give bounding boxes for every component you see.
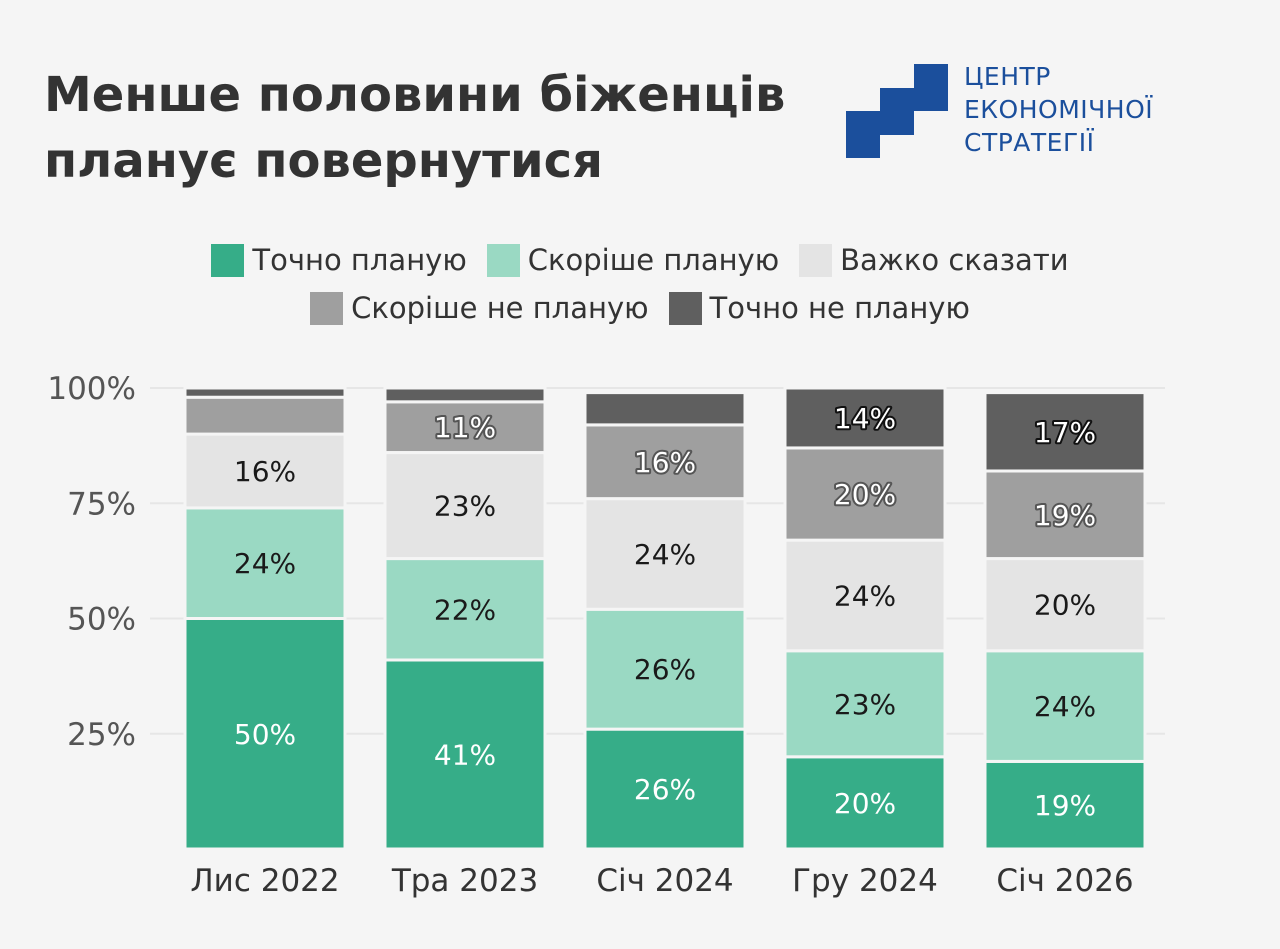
legend-row-2: Скоріше не планую Точно не планую [100, 284, 1180, 332]
bar-segment [183, 506, 347, 620]
bar-segment [183, 432, 347, 510]
bar-segment [983, 649, 1147, 763]
bar-segment [983, 557, 1147, 653]
legend-swatch [799, 243, 833, 277]
data-label: 23% [834, 688, 896, 721]
data-label: 20% [1034, 589, 1096, 622]
bar-segment [783, 386, 947, 450]
legend-swatch [486, 243, 520, 277]
data-label: 26% [634, 773, 696, 806]
legend-swatch [310, 291, 344, 325]
data-label: 26% [634, 653, 696, 686]
data-label: 16% [634, 446, 696, 479]
bar-segment [983, 391, 1147, 473]
legend-label: Важко сказати [840, 243, 1069, 277]
bar-segment [983, 759, 1147, 851]
data-label: 24% [234, 547, 296, 580]
y-tick-label: 75% [67, 486, 136, 522]
bar-segment [383, 386, 547, 404]
data-label: 17% [1034, 416, 1096, 449]
bar-segment [783, 538, 947, 653]
chart-title-line-2: планує повернутися [44, 133, 603, 189]
bar-segment [983, 469, 1147, 561]
data-label: 16% [234, 455, 296, 488]
x-category-label: Тра 2023 [391, 863, 538, 899]
data-label: 19% [1034, 499, 1096, 532]
bar-segment [183, 395, 347, 436]
data-label: 11% [434, 411, 496, 444]
legend-swatch [211, 243, 245, 277]
logo-block-1 [846, 111, 880, 158]
bar-segment [583, 391, 747, 427]
y-tick-label: 25% [67, 717, 136, 753]
chart-title: Менше половини біженців планує повернути… [44, 62, 824, 194]
bar-segment [183, 617, 347, 851]
bar-segment [583, 497, 747, 611]
bar-segment [183, 386, 347, 399]
data-label: 20% [834, 787, 896, 820]
logo-text-line-3: СТРАТЕГІЇ [964, 128, 1095, 157]
bar-segment [383, 400, 547, 455]
legend-label: Точно планую [252, 243, 467, 277]
legend-item-definitely-plan: Точно планую [211, 243, 467, 277]
legend: Точно планую Скоріше планую Важко сказат… [100, 236, 1180, 332]
data-label: 24% [1034, 690, 1096, 723]
bar-segment [383, 658, 547, 851]
chart-title-line-1: Менше половини біженців [44, 67, 786, 123]
data-label: 24% [834, 579, 896, 612]
data-label: 14% [834, 402, 896, 435]
bar-segment [783, 649, 947, 759]
logo-block-2 [880, 88, 914, 135]
x-category-label: Лис 2022 [190, 863, 339, 899]
x-category-label: Гру 2024 [792, 863, 938, 899]
y-tick-label: 100% [47, 371, 136, 407]
logo-text: ЦЕНТР ЕКОНОМІЧНОЇ СТРАТЕГІЇ [964, 60, 1153, 159]
legend-swatch [668, 291, 702, 325]
data-label: 22% [434, 593, 496, 626]
x-category-label: Січ 2026 [996, 863, 1133, 899]
data-label: 50% [234, 718, 296, 751]
legend-label: Точно не планую [709, 291, 970, 325]
data-label: 41% [434, 738, 496, 771]
y-tick-label: 50% [67, 602, 136, 638]
data-label: 24% [634, 538, 696, 571]
logo-text-line-2: ЕКОНОМІЧНОЇ [964, 95, 1154, 124]
bar-segment [583, 607, 747, 731]
legend-label: Скоріше планую [527, 243, 780, 277]
logo-text-line-1: ЦЕНТР [964, 62, 1051, 91]
legend-item-hard-to-say: Важко сказати [799, 243, 1069, 277]
legend-row-1: Точно планую Скоріше планую Важко сказат… [100, 236, 1180, 284]
legend-item-rather-plan: Скоріше планую [486, 243, 780, 277]
legend-item-rather-not-plan: Скоріше не планую [310, 291, 649, 325]
legend-label: Скоріше не планую [351, 291, 649, 325]
bar-segment [583, 727, 747, 851]
data-label: 23% [434, 490, 496, 523]
data-label: 20% [834, 478, 896, 511]
legend-item-definitely-not-plan: Точно не планую [668, 291, 970, 325]
x-category-label: Січ 2024 [596, 863, 733, 899]
bar-segment [583, 423, 747, 501]
data-label: 19% [1034, 789, 1096, 822]
logo-block-3 [914, 64, 948, 111]
logo-icon [846, 64, 948, 158]
